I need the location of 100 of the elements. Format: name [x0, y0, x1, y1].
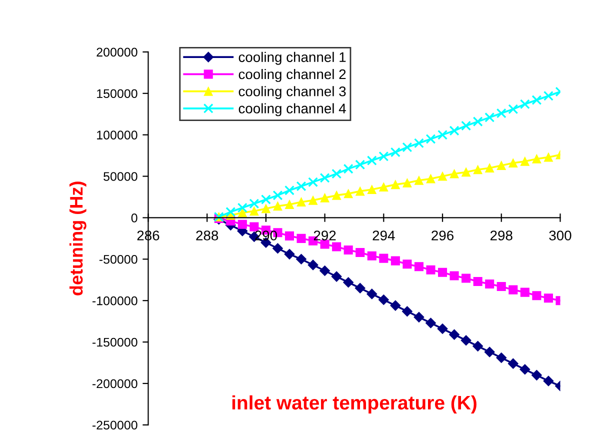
point [508, 158, 518, 168]
point [496, 282, 506, 292]
point [284, 200, 294, 209]
point [378, 294, 389, 306]
point [520, 364, 530, 375]
point [250, 222, 259, 232]
point [544, 294, 553, 303]
point [496, 160, 506, 170]
point [238, 220, 247, 229]
point [343, 164, 354, 174]
point [296, 254, 307, 264]
point [367, 185, 376, 194]
point [366, 156, 377, 166]
point [414, 138, 424, 148]
point [485, 163, 494, 172]
point [366, 288, 378, 300]
point [460, 335, 472, 346]
y-axis-title: detuning (Hz) [69, 182, 86, 296]
point [343, 277, 354, 288]
point [472, 340, 484, 352]
legend-label: cooling channel 2 [238, 68, 346, 82]
point [378, 151, 389, 162]
point [390, 180, 400, 190]
point [484, 112, 495, 122]
point [226, 206, 236, 217]
x-tick-label: 300 [549, 230, 572, 240]
point [260, 194, 271, 204]
y-tick-label: 50000 [104, 172, 138, 181]
point [532, 154, 542, 164]
point [438, 172, 448, 181]
point [320, 193, 330, 202]
point [332, 168, 342, 179]
point [438, 268, 448, 277]
point [331, 271, 342, 282]
x-tick-label: 294 [372, 230, 395, 240]
point [450, 271, 459, 280]
point [484, 346, 495, 358]
point [390, 147, 400, 158]
point [520, 288, 530, 297]
point [520, 156, 530, 166]
y-tick-label: 0 [131, 214, 138, 222]
point [367, 251, 376, 260]
point [250, 206, 259, 216]
point [520, 99, 530, 110]
point [379, 182, 388, 192]
x-tick-label: 292 [314, 230, 336, 240]
y-tick-label: 100000 [97, 130, 138, 140]
point [414, 176, 424, 185]
point [508, 285, 518, 294]
point [462, 168, 471, 177]
y-tick-label: -100000 [92, 296, 138, 306]
point [532, 291, 542, 300]
point [473, 277, 482, 286]
point [473, 165, 482, 174]
point [426, 134, 436, 144]
point [437, 324, 448, 334]
point [508, 104, 518, 114]
point [284, 231, 294, 240]
point [308, 177, 318, 188]
point [272, 243, 283, 254]
point [308, 260, 318, 270]
point [273, 202, 282, 211]
point [414, 312, 424, 322]
point [485, 279, 494, 289]
point [284, 185, 294, 196]
point [238, 208, 247, 218]
point [308, 196, 318, 205]
point [237, 202, 248, 213]
point [356, 248, 365, 258]
point [496, 352, 507, 364]
point [450, 169, 459, 178]
legend-label: cooling channel 1 [238, 52, 346, 65]
x-axis-title: inlet water temperature (K) [232, 395, 476, 414]
point [472, 116, 483, 127]
point [320, 172, 330, 183]
point [354, 282, 366, 294]
point [543, 376, 554, 386]
point [320, 265, 330, 276]
x-tick-label: 296 [432, 230, 454, 240]
point [261, 204, 270, 214]
point [296, 181, 306, 192]
point [531, 370, 542, 380]
point [296, 234, 306, 243]
y-tick-label: -250000 [92, 420, 138, 430]
point [344, 246, 353, 255]
point [356, 186, 365, 196]
y-tick-label: 200000 [96, 48, 138, 57]
point [544, 152, 553, 162]
point [284, 248, 295, 260]
legend-label: cooling channel 4 [238, 103, 346, 116]
point [402, 260, 412, 269]
point [438, 130, 448, 140]
point [543, 90, 554, 101]
legend-label: cooling channel 3 [238, 86, 346, 100]
point [296, 197, 306, 206]
point [449, 126, 460, 136]
point [532, 95, 542, 106]
point [332, 242, 342, 252]
point [496, 108, 506, 118]
point [402, 178, 412, 188]
